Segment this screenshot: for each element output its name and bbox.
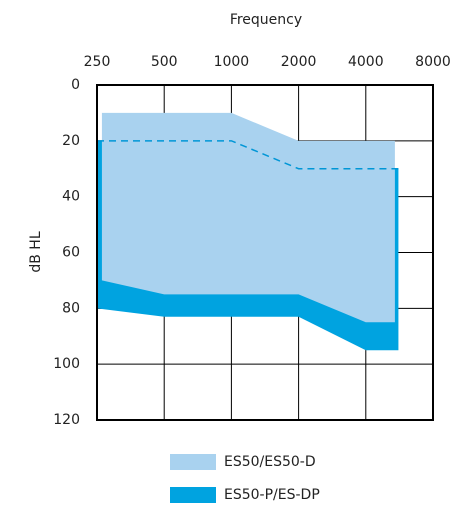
y-tick-label: 80 <box>62 300 80 316</box>
dashed-top-line <box>97 140 399 170</box>
y-tick-label: 0 <box>71 77 80 93</box>
y-tick-label: 100 <box>53 356 80 372</box>
legend-swatch <box>170 487 216 503</box>
x-tick-label: 8000 <box>415 54 451 70</box>
y-tick-label: 20 <box>62 133 80 149</box>
x-tick-label: 2000 <box>281 54 317 70</box>
y-tick-label: 120 <box>53 412 80 428</box>
range-area <box>101 112 395 323</box>
x-axis-label: Frequency <box>230 12 302 28</box>
legend-swatch <box>170 454 216 470</box>
y-axis-label: dB HL <box>28 231 44 272</box>
x-tick-label: 4000 <box>348 54 384 70</box>
y-tick-label: 60 <box>62 245 80 261</box>
x-tick-label: 1000 <box>214 54 250 70</box>
x-tick-label: 500 <box>151 54 178 70</box>
plot-frame <box>96 84 434 421</box>
legend-label: ES50-P/ES-DP <box>224 487 320 503</box>
x-tick-label: 250 <box>84 54 111 70</box>
legend-label: ES50/ES50-D <box>224 454 316 470</box>
y-tick-label: 40 <box>62 189 80 205</box>
